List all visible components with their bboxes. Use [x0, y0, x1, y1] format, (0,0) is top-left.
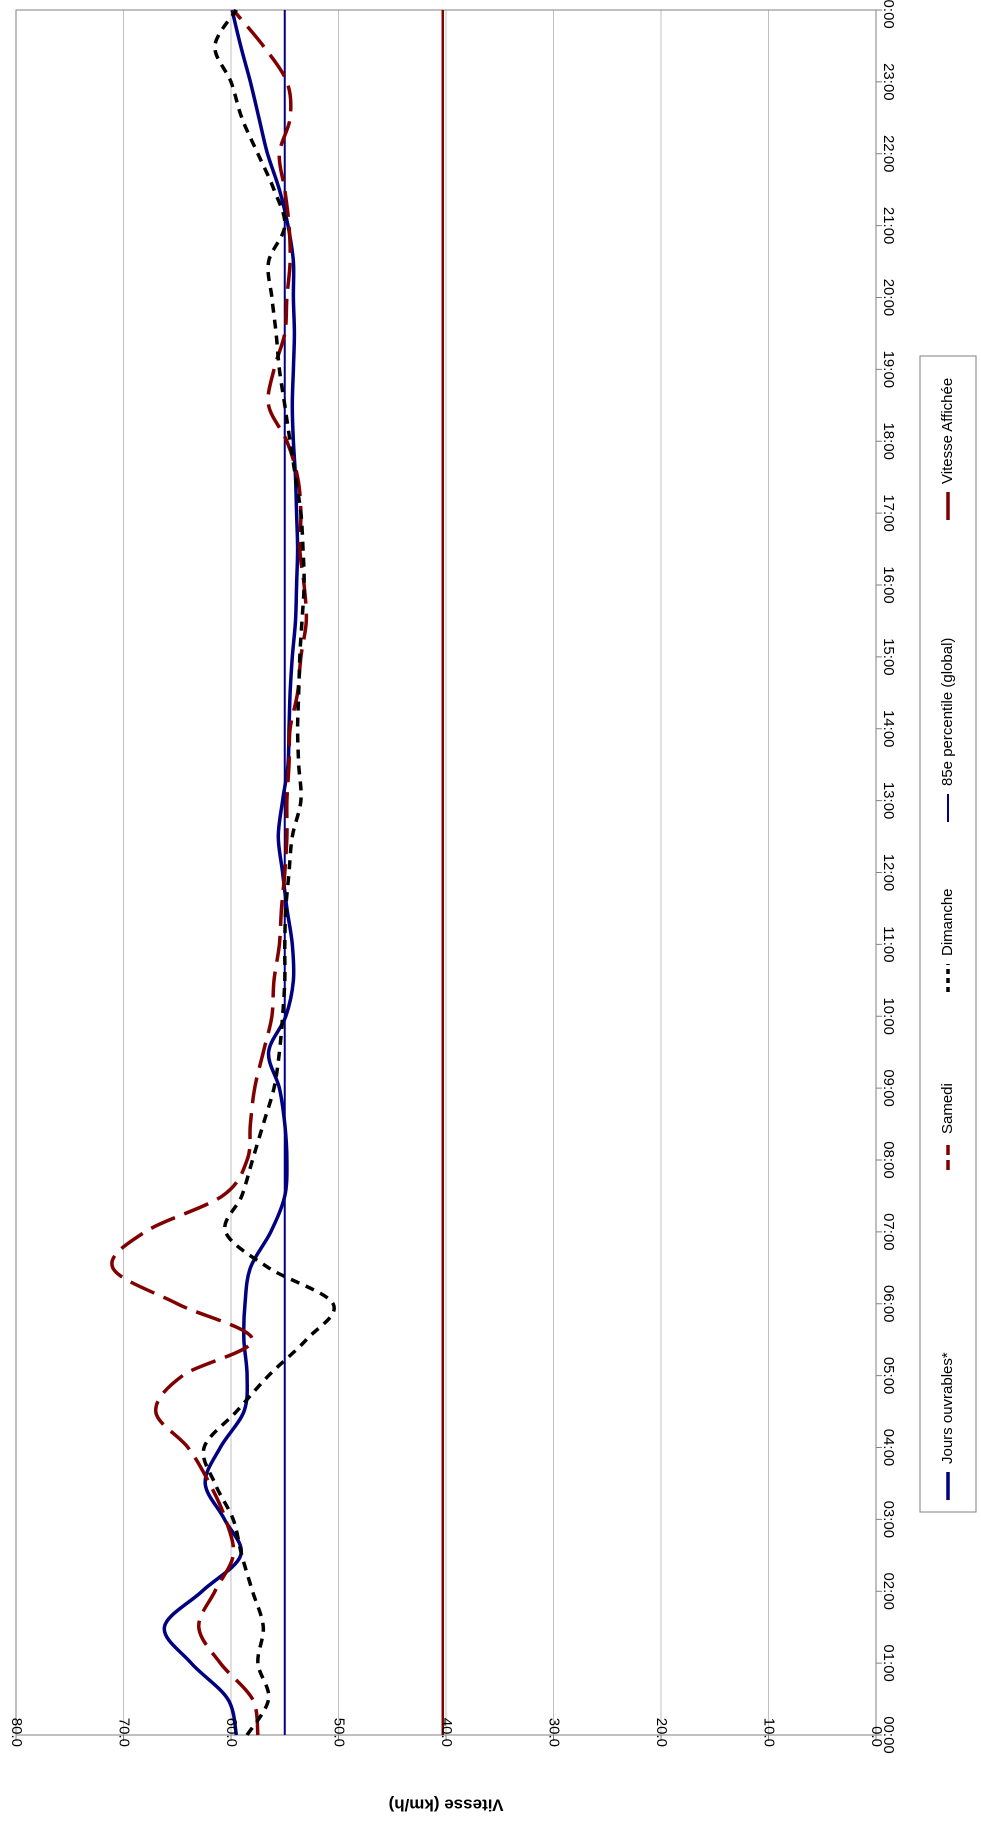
value-tick-label: 0.0 — [868, 1726, 885, 1747]
reference-lines — [283, 10, 445, 1735]
legend-label-4: 85e percentile (global) — [939, 638, 956, 786]
time-tick-label: 03:00 — [880, 1501, 897, 1539]
legend-label-3: Dimanche — [939, 888, 956, 956]
legend-label-5: Vitesse Affichée — [939, 378, 956, 484]
time-tick-label: 11:00 — [880, 926, 897, 962]
time-tick-label: 20:00 — [880, 279, 897, 317]
legend-label-2: Samedi — [939, 1083, 956, 1134]
time-tick-label: 14:00 — [880, 710, 897, 748]
value-tick-label: 10.0 — [761, 1718, 778, 1747]
time-tick-label: 09:00 — [880, 1069, 897, 1107]
time-tick-label: 04:00 — [880, 1429, 897, 1467]
time-tick-label: 17:00 — [880, 494, 897, 532]
time-tick-label: 12:00 — [880, 854, 897, 892]
legend: Jours ouvrables* Samedi Dimanche 85e percen… — [919, 355, 977, 1513]
value-tick-label: 30.0 — [546, 1718, 563, 1747]
time-tick-label: 06:00 — [880, 1285, 897, 1323]
time-tick-label: 22:00 — [880, 135, 897, 173]
time-tick-label: 00:00 — [880, 0, 897, 29]
series-lines — [110, 8, 336, 1736]
legend-box — [919, 355, 977, 1513]
time-tick-label: 21:00 — [880, 207, 897, 245]
time-tick-label: 16:00 — [880, 566, 897, 604]
legend-label-1: Jours ouvrables* — [939, 1352, 956, 1464]
time-tick-label: 10:00 — [880, 997, 897, 1035]
value-axis-ticks: 0.0 10.0 20.0 30.0 40.0 50.0 60.0 70.0 80.0 — [8, 1718, 885, 1747]
time-tick-label: 07:00 — [880, 1213, 897, 1251]
time-tick-label: 19:00 — [880, 351, 897, 389]
time-tick-label: 15:00 — [880, 638, 897, 676]
value-tick-label: 80.0 — [8, 1718, 25, 1747]
time-tick-label: 02:00 — [880, 1572, 897, 1610]
time-tick-label: 01:00 — [880, 1644, 897, 1682]
time-tick-label: 08:00 — [880, 1141, 897, 1179]
series-line-3 — [201, 9, 336, 1736]
series-line-2 — [110, 8, 309, 1736]
time-tick-label: 05:00 — [880, 1357, 897, 1395]
value-tick-label: 20.0 — [653, 1718, 670, 1747]
time-tick-label: 23:00 — [880, 63, 897, 101]
time-axis-ticks: 00:00 01:00 02:00 03:00 04:00 05:00 06:00 07:00… — [876, 0, 897, 1754]
value-tick-label: 70.0 — [116, 1718, 133, 1747]
time-tick-label: 00:00 — [880, 1716, 897, 1754]
value-tick-label: 60.0 — [223, 1718, 240, 1747]
time-tick-label: 18:00 — [880, 422, 897, 460]
value-tick-label: 40.0 — [438, 1718, 455, 1747]
gridlines — [123, 10, 769, 1735]
value-tick-label: 50.0 — [331, 1718, 348, 1747]
time-tick-label: 13:00 — [880, 782, 897, 820]
value-axis-title: Vitesse (km/h) — [389, 1796, 504, 1815]
series-line-1 — [162, 9, 300, 1736]
